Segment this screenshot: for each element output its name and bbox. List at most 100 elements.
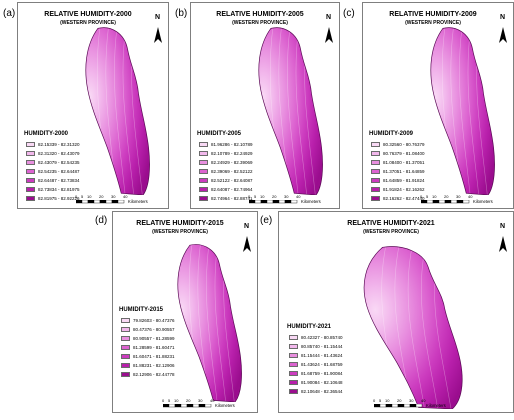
scale-tick-label: 40	[123, 194, 128, 199]
map-frame: RELATIVE HUMIDITY-2000 (WESTERN PROVINCE)…	[17, 2, 169, 209]
scale-bar-graphic	[421, 200, 470, 204]
legend-label: 81.28599 - 81.60471	[133, 344, 175, 350]
legend-swatch	[121, 362, 130, 368]
scale-tick-label: 20	[397, 398, 402, 403]
map-frame: RELATIVE HUMIDITY-2021 (WESTERN PROVINCE)…	[278, 211, 514, 413]
legend-item: 81.60471 - 81.88231	[121, 353, 175, 359]
legend-item: 82.10648 - 82.36544	[289, 388, 343, 394]
scale-tick-label: 5	[168, 398, 171, 403]
legend-swatch	[121, 371, 130, 377]
legend-swatch	[289, 379, 298, 385]
legend-item: 81.90084 - 82.10648	[289, 379, 343, 385]
legend-label: 82.10648 - 82.36544	[301, 388, 343, 394]
legend-swatch	[121, 353, 130, 359]
contour-line	[467, 27, 480, 195]
map-subtitle: (WESTERN PROVINCE)	[60, 20, 116, 26]
legend-swatch	[121, 335, 130, 341]
scale-tick-label: 10	[87, 194, 92, 199]
contour-line	[420, 246, 439, 409]
legend-item: 82.10789 - 82.24929	[199, 150, 253, 156]
scale-bar-graphic	[374, 404, 423, 408]
scale-units: Kilometers	[426, 403, 446, 408]
legend-swatch	[26, 150, 35, 156]
legend-label: 80.42327 - 80.85740	[301, 334, 343, 340]
legend-item: 80.76379 - 81.08400	[371, 150, 425, 156]
province-outline	[258, 27, 323, 195]
legend-swatch	[199, 186, 208, 192]
legend-label: 82.43079 - 82.54235	[38, 159, 80, 165]
legend-label: 81.15444 - 81.43624	[301, 352, 343, 358]
scale-tick-label: 30	[111, 194, 116, 199]
map-title: RELATIVE HUMIDITY-2009	[389, 11, 477, 18]
legend-item: 82.31320 - 82.43079	[26, 150, 80, 156]
legend-swatch	[199, 168, 208, 174]
legend-swatch	[289, 370, 298, 376]
map-title: RELATIVE HUMIDITY-2005	[216, 11, 304, 18]
north-arrow-icon	[499, 27, 507, 43]
legend-title: HUMIDITY-2005	[197, 131, 242, 137]
legend-label: 81.91824 - 82.16262	[383, 186, 425, 192]
scale-tick-label: 30	[198, 398, 203, 403]
legend-item: 79.82603 - 80.47376	[121, 317, 175, 323]
contour-line	[459, 27, 471, 195]
scale-tick-label: 20	[186, 398, 191, 403]
scale-tick-label: 10	[385, 398, 390, 403]
map-subtitle: (WESTERN PROVINCE)	[232, 20, 288, 26]
legend-item: 80.90557 - 81.28599	[121, 335, 175, 341]
legend-label: 82.81975 - 82.92226	[38, 195, 80, 201]
legend-item: 82.74964 - 82.88741	[199, 195, 253, 201]
panel-letter: (a)	[3, 8, 16, 19]
legend-label: 80.85740 - 81.15444	[301, 343, 343, 349]
legend-label: 82.10789 - 82.24929	[211, 150, 253, 156]
legend-swatch	[199, 141, 208, 147]
map-frame: RELATIVE HUMIDITY-2015 (WESTERN PROVINCE)…	[112, 211, 258, 413]
panel-letter: (e)	[260, 215, 273, 226]
scale-tick-label: 0	[75, 194, 78, 199]
scale-bar-graphic	[163, 404, 212, 408]
legend-item: 81.15444 - 81.43624	[289, 352, 343, 358]
scale-tick-label: 20	[272, 194, 277, 199]
legend-label: 82.24929 - 82.39069	[211, 159, 253, 165]
scale-units: Kilometers	[128, 199, 148, 204]
legend-label: 82.54235 - 82.64487	[38, 168, 80, 174]
scale-bar: 0 5 10 20 30 40 Kilometers	[162, 398, 243, 412]
panel-letter: (b)	[175, 8, 188, 19]
legend-item: 82.16262 - 82.47440	[371, 195, 425, 201]
province-outline	[85, 27, 150, 195]
legend-item: 81.68759 - 81.90084	[289, 370, 343, 376]
scale-bar: 0 5 10 20 30 40 Kilometers	[75, 194, 156, 208]
scale-units: Kilometers	[215, 403, 235, 408]
legend-item: 80.42327 - 80.85740	[289, 334, 343, 340]
north-label: N	[155, 14, 161, 21]
scale-tick-label: 30	[456, 194, 461, 199]
scale-bar-graphic	[249, 200, 298, 204]
scale-tick-label: 10	[260, 194, 265, 199]
scale-tick-label: 5	[254, 194, 257, 199]
north-arrow-icon	[325, 27, 333, 43]
legend-swatch	[199, 150, 208, 156]
legend-swatch	[371, 177, 380, 183]
province-outline	[177, 244, 242, 402]
map-subtitle: (WESTERN PROVINCE)	[405, 20, 461, 26]
legend-label: 82.64487 - 82.73834	[38, 177, 80, 183]
contour-line	[295, 27, 308, 195]
map-title: RELATIVE HUMIDITY-2015	[136, 220, 224, 227]
legend-item: 82.24929 - 82.39069	[199, 159, 253, 165]
scale-tick-label: 5	[379, 398, 382, 403]
legend-label: 81.88231 - 82.12906	[133, 362, 175, 368]
legend-swatch	[121, 344, 130, 350]
province-map	[85, 27, 150, 195]
legend-label: 82.15339 - 82.31320	[38, 141, 80, 147]
north-arrow-icon	[499, 236, 507, 252]
legend-item: 82.54235 - 82.64487	[26, 168, 80, 174]
legend-label: 81.60471 - 81.88231	[133, 353, 175, 359]
legend-label: 79.82603 - 80.47376	[133, 317, 175, 323]
scale-tick-label: 40	[421, 398, 426, 403]
legend-label: 80.32560 - 80.76379	[383, 141, 425, 147]
contour-line	[407, 246, 425, 409]
north-label: N	[500, 14, 506, 21]
scale-tick-label: 5	[426, 194, 429, 199]
legend-label: 80.90557 - 81.28599	[133, 335, 175, 341]
legend-item: 82.15339 - 82.31320	[26, 141, 80, 147]
scale-tick-label: 20	[99, 194, 104, 199]
